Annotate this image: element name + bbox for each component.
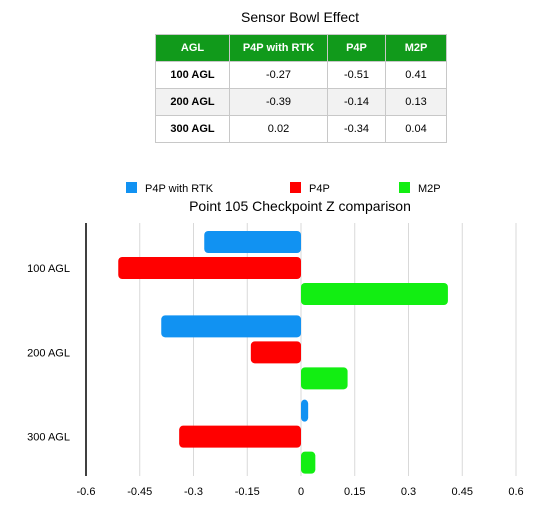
bar <box>161 315 301 338</box>
table-cell: -0.14 <box>327 88 386 116</box>
table-cell: -0.51 <box>327 61 386 89</box>
bar-chart: Point 105 Checkpoint Z comparison P4P wit… <box>27 182 524 498</box>
bar <box>250 341 301 364</box>
table-header-row: AGL P4P with RTK P4P M2P <box>155 34 447 62</box>
row-label: 300 AGL <box>155 115 230 143</box>
legend-swatch <box>126 182 137 193</box>
table-row: 300 AGL 0.02 -0.34 0.04 <box>155 115 447 143</box>
x-tick-label: 0.15 <box>344 486 365 498</box>
x-tick-label: 0.3 <box>401 486 416 498</box>
header-p4p-rtk: P4P with RTK <box>229 34 328 62</box>
bar <box>179 425 301 448</box>
bar <box>118 257 301 279</box>
table-title: Sensor Bowl Effect <box>240 9 360 25</box>
header-m2p: M2P <box>385 34 447 62</box>
table-cell: 0.02 <box>229 115 328 143</box>
legend-label: P4P <box>309 183 330 195</box>
y-category-label: 200 AGL <box>27 347 70 359</box>
x-tick-label: 0.45 <box>452 486 473 498</box>
table-cell: 0.13 <box>385 88 447 116</box>
table-row: 100 AGL -0.27 -0.51 0.41 <box>155 61 447 89</box>
legend-swatch <box>399 182 410 193</box>
bar <box>204 231 301 253</box>
x-tick-label: 0 <box>298 486 304 498</box>
header-agl: AGL <box>155 34 230 62</box>
bar <box>301 367 348 390</box>
legend-swatch <box>290 182 301 193</box>
table-cell: 0.41 <box>385 61 447 89</box>
x-tick-label: -0.6 <box>77 486 96 498</box>
chart-title: Point 105 Checkpoint Z comparison <box>189 198 411 214</box>
table-cell: -0.27 <box>229 61 328 89</box>
table-cell: -0.39 <box>229 88 328 116</box>
x-tick-label: -0.45 <box>127 486 152 498</box>
bar <box>301 399 309 422</box>
x-tick-label: -0.15 <box>235 486 260 498</box>
summary-table: AGL P4P with RTK P4P M2P 100 AGL -0.27 -… <box>155 34 447 143</box>
bar <box>301 451 316 474</box>
y-category-label: 100 AGL <box>27 263 70 275</box>
row-label: 100 AGL <box>155 61 230 89</box>
row-label: 200 AGL <box>155 88 230 116</box>
legend-label: P4P with RTK <box>145 183 214 195</box>
x-tick-label: -0.3 <box>184 486 203 498</box>
legend-label: M2P <box>418 183 441 195</box>
table-row: 200 AGL -0.39 -0.14 0.13 <box>155 88 447 116</box>
x-tick-label: 0.6 <box>508 486 523 498</box>
table-cell: 0.04 <box>385 115 447 143</box>
header-p4p: P4P <box>327 34 386 62</box>
y-category-label: 300 AGL <box>27 432 70 444</box>
bar <box>301 283 448 305</box>
table-cell: -0.34 <box>327 115 386 143</box>
